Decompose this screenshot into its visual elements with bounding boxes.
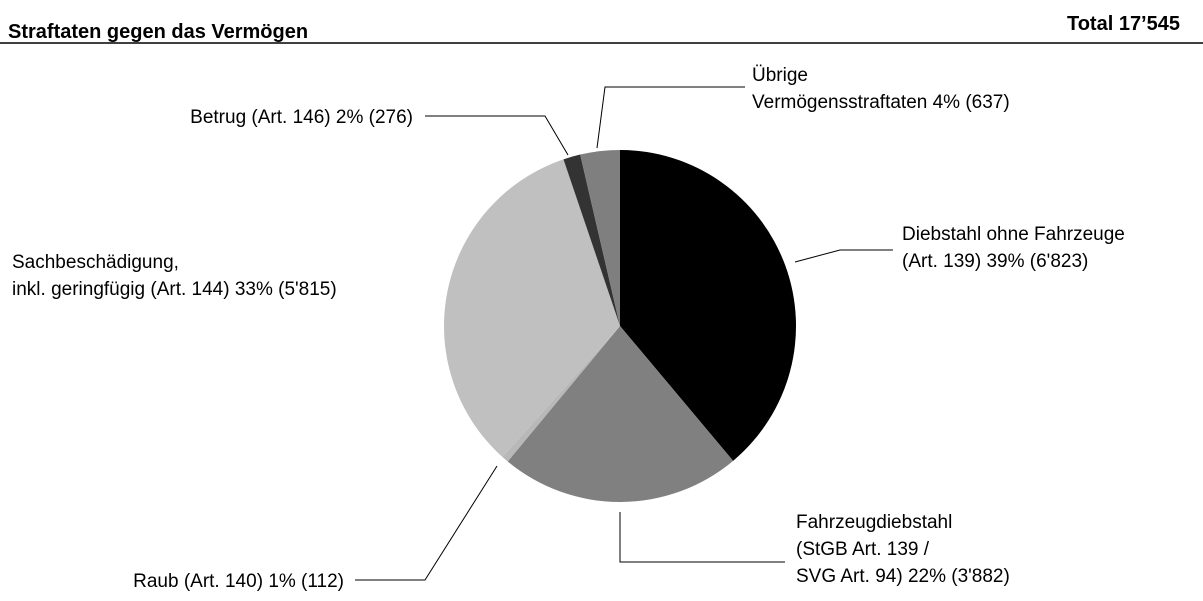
total-label: Total 17’545 [1067, 13, 1180, 35]
label-line: (Art. 139) [902, 251, 981, 272]
slice-label: Fahrzeugdiebstahl (StGB Art. 139 / SVG Art… [796, 512, 1010, 587]
pie-slice [507, 326, 734, 502]
pie-slice [444, 159, 620, 457]
slice-label: Diebstahl ohne Fahrzeuge (Art. 139) 39% (… [902, 224, 1125, 272]
pie-slice [563, 154, 620, 326]
value-label: 22% (3'882) [908, 566, 1010, 587]
label-line: SVG Art. 94) [796, 566, 903, 587]
slice-label: Raub (Art. 140) 1% (112) [133, 571, 344, 592]
value-label: 1% (112) [268, 571, 344, 592]
pie-slice [502, 326, 620, 462]
leader-line [596, 86, 745, 149]
slice-label: Übrige Vermögensstraftaten 4% (637) [752, 65, 1010, 113]
leader-line [794, 249, 893, 263]
leader-line [425, 115, 569, 156]
label-line: (StGB Art. 139 / [796, 539, 930, 560]
slice-label: Sachbeschädigung, inkl. geringfügig (Art.… [12, 252, 337, 300]
label-line: Fahrzeugdiebstahl [796, 512, 952, 533]
label-line: Betrug (Art. 146) [190, 107, 330, 128]
pie-slice [620, 150, 796, 461]
label-line: Übrige [752, 65, 808, 86]
label-line: inkl. geringfügig (Art. 144) [12, 279, 230, 300]
slice-label: Betrug (Art. 146) 2% (276) [190, 107, 413, 128]
label-line: Vermögensstraftaten [752, 92, 927, 113]
value-label: 39% (6'823) [986, 251, 1088, 272]
chart-title: Straftaten gegen das Vermögen [8, 21, 308, 43]
value-label: 2% (276) [336, 107, 413, 128]
pie-slice [580, 150, 620, 326]
label-line: Sachbeschädigung, [12, 252, 179, 273]
label-line: Raub (Art. 140) [133, 571, 263, 592]
leader-line [355, 465, 498, 581]
label-line: Diebstahl ohne Fahrzeuge [902, 224, 1125, 245]
leader-line [619, 512, 785, 563]
value-label: 4% (637) [933, 92, 1010, 113]
value-label: 33% (5'815) [235, 279, 337, 300]
